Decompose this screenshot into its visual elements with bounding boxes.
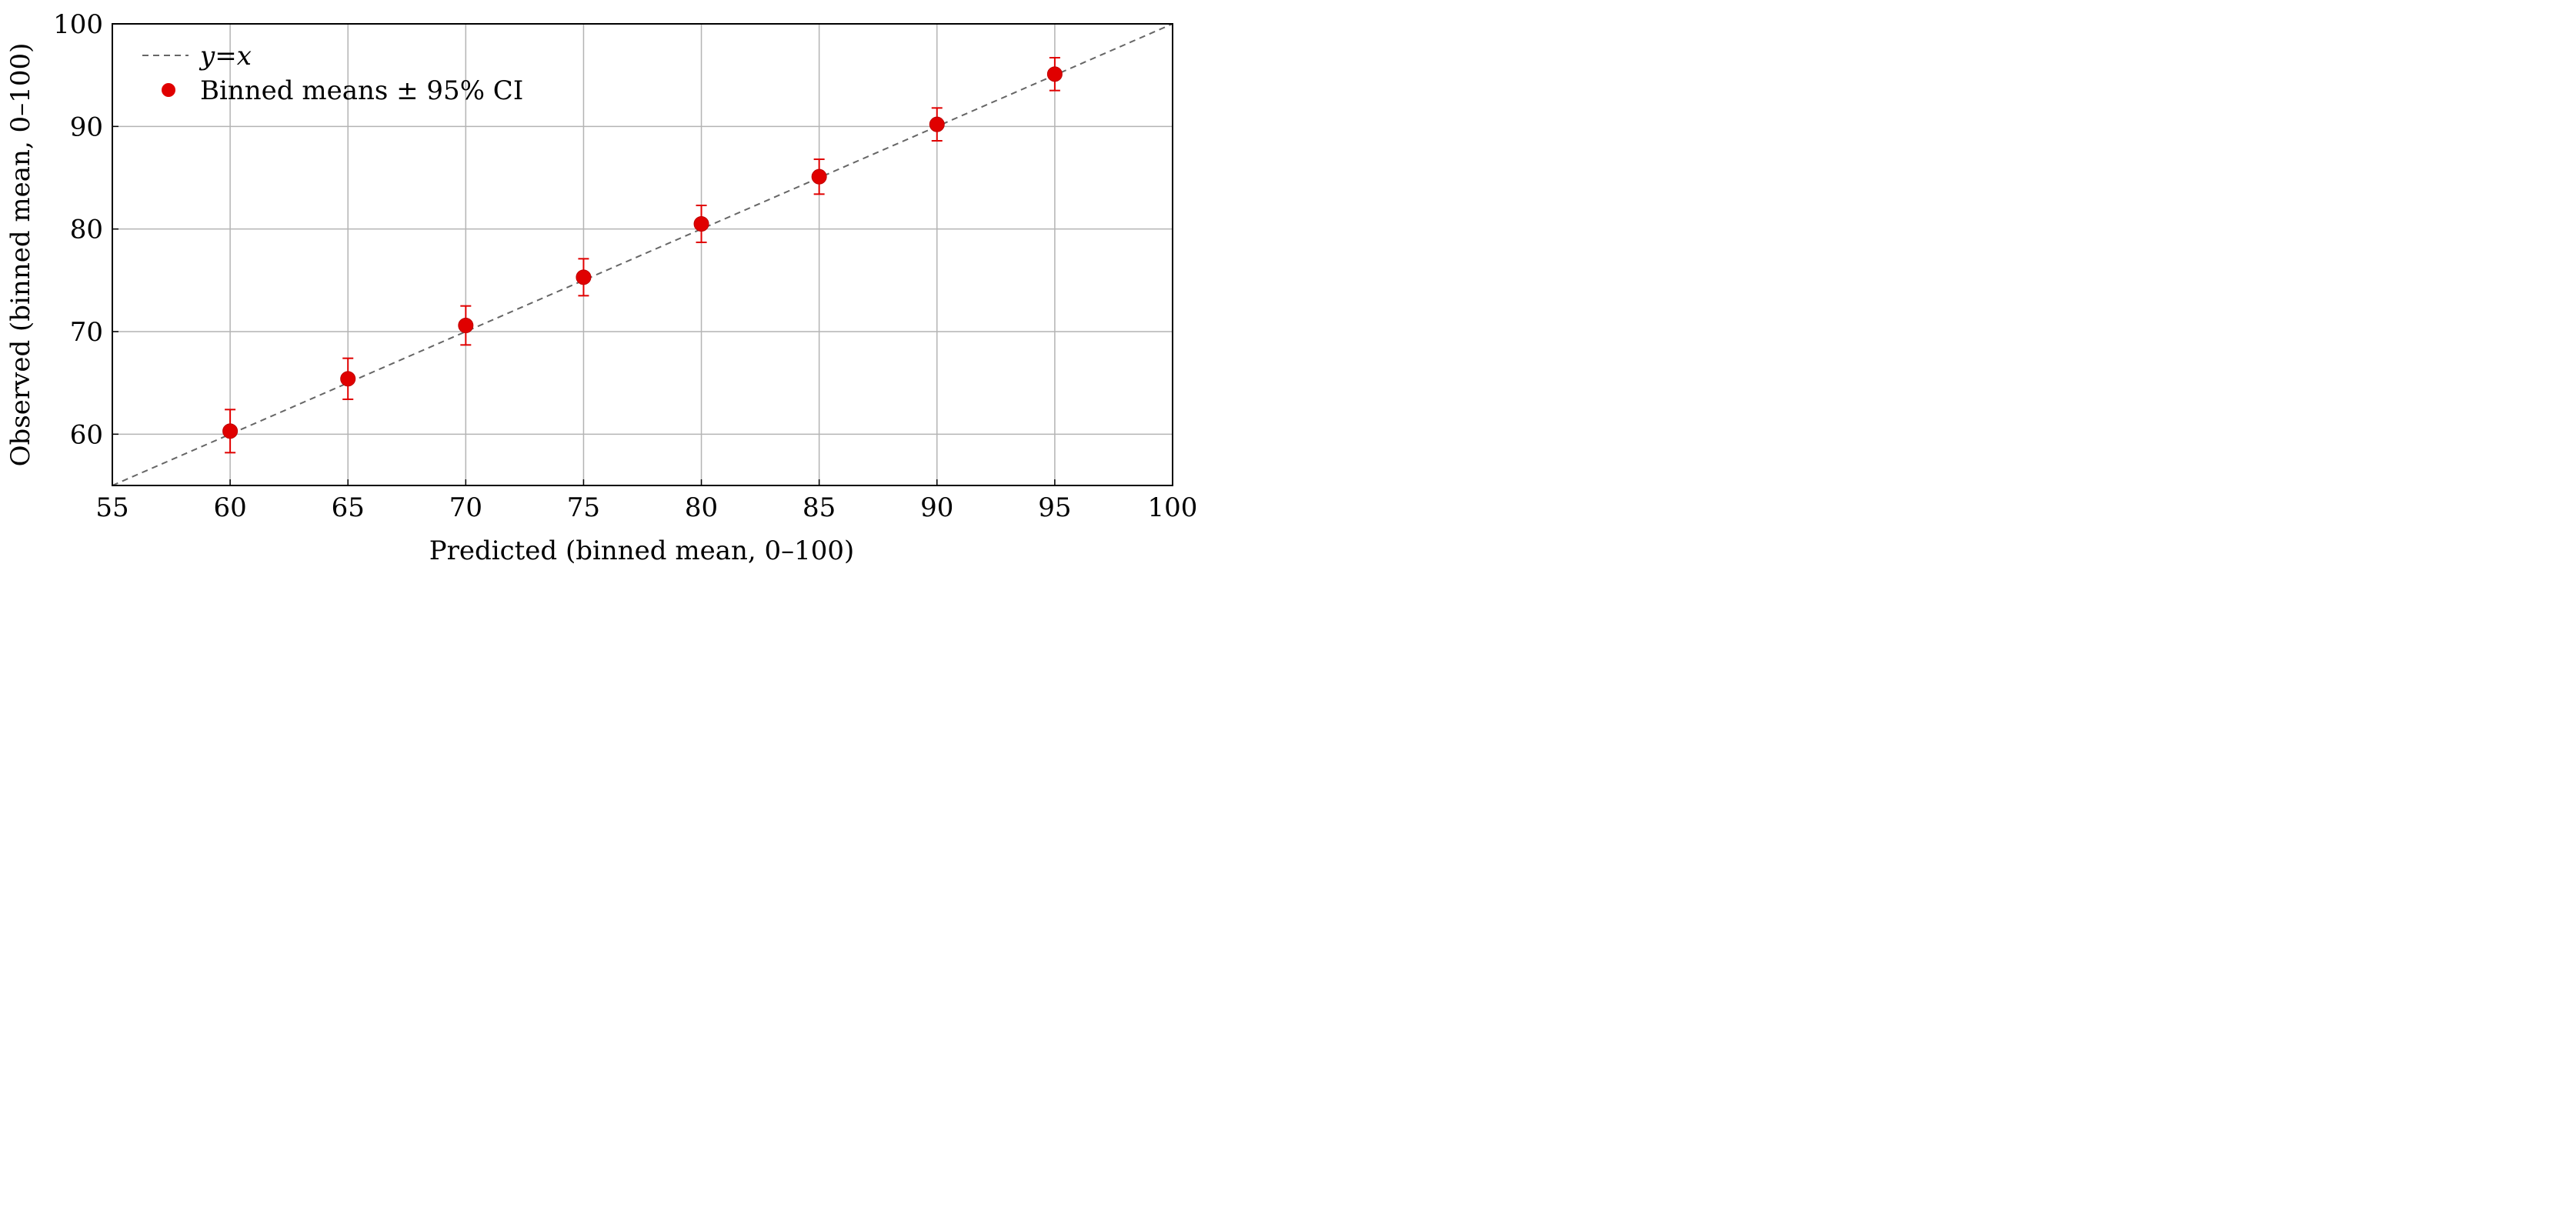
data-point (811, 168, 827, 185)
legend-label-eq: = (215, 41, 237, 72)
plot-frame (112, 23, 1173, 486)
x-tick-label: 90 (920, 492, 953, 523)
data-points (222, 57, 1063, 454)
y-tick-label: 100 (53, 9, 103, 40)
x-tick-label: 75 (567, 492, 600, 523)
x-tick-label: 55 (95, 492, 128, 523)
x-tick-label: 80 (685, 492, 718, 523)
x-tick-label: 70 (449, 492, 482, 523)
data-point (340, 371, 356, 387)
data-point (1046, 66, 1063, 82)
legend-label-y: y (199, 41, 215, 72)
x-tick-label: 65 (332, 492, 365, 523)
reference-line-y-equals-x (112, 23, 1173, 486)
x-tick-label: 60 (213, 492, 246, 523)
data-point (693, 216, 709, 232)
y-tick-label: 80 (70, 215, 103, 245)
legend-reference-line-label: y=x (199, 41, 252, 72)
data-point (576, 269, 592, 285)
legend-point-swatch (162, 83, 175, 97)
legend-label-x: x (237, 41, 252, 72)
y-axis-title: Observed (binned mean, 0–100) (5, 43, 36, 467)
x-axis-title: Predicted (binned mean, 0–100) (429, 535, 855, 566)
x-tick-label: 95 (1038, 492, 1071, 523)
x-tick-label: 100 (1148, 492, 1198, 523)
y-tick-label: 70 (70, 317, 103, 348)
grid (112, 23, 1173, 485)
y-tick-label: 90 (70, 112, 103, 142)
axis-ticks: 55 60 65 70 75 80 85 90 95 100 60 70 80 90 100 (53, 9, 1197, 523)
legend: y=x Binned means ± 95% CI (142, 41, 523, 106)
reference-line-layer (112, 23, 1173, 486)
calibration-chart: 55 60 65 70 75 80 85 90 95 100 60 70 80 90 100 y=x Bin… (5, 9, 1197, 566)
x-tick-label: 85 (802, 492, 836, 523)
data-point (458, 318, 474, 333)
legend-series-label: Binned means ± 95% CI (200, 75, 523, 106)
data-point (222, 423, 239, 439)
y-tick-label: 60 (70, 419, 103, 450)
data-point (929, 116, 945, 132)
